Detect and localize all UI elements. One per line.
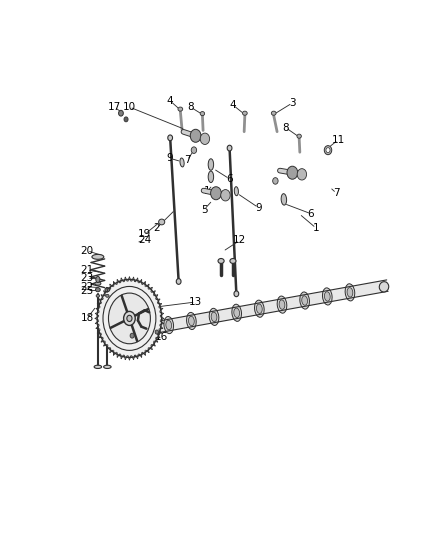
Circle shape (273, 177, 278, 184)
Ellipse shape (164, 317, 173, 334)
Ellipse shape (345, 284, 355, 301)
Text: 5: 5 (201, 205, 208, 215)
Text: 12: 12 (233, 236, 247, 245)
Ellipse shape (208, 171, 214, 183)
Circle shape (155, 330, 159, 334)
Circle shape (124, 311, 135, 326)
Ellipse shape (271, 111, 276, 115)
Text: 11: 11 (332, 135, 345, 145)
Circle shape (127, 316, 132, 321)
Ellipse shape (230, 259, 236, 263)
Circle shape (227, 145, 232, 151)
Circle shape (200, 133, 210, 144)
Ellipse shape (234, 308, 240, 318)
Text: 3: 3 (289, 98, 296, 108)
Text: 17: 17 (107, 102, 121, 112)
Ellipse shape (96, 276, 100, 282)
Text: 6: 6 (226, 174, 233, 184)
Ellipse shape (104, 365, 111, 368)
Ellipse shape (277, 296, 287, 313)
Ellipse shape (281, 193, 286, 205)
Ellipse shape (106, 294, 109, 297)
Text: 9: 9 (167, 154, 173, 163)
Ellipse shape (243, 111, 247, 115)
Text: 9: 9 (255, 203, 262, 213)
Text: 4: 4 (167, 96, 173, 106)
Ellipse shape (302, 296, 307, 305)
Circle shape (168, 135, 173, 141)
Ellipse shape (218, 259, 224, 263)
Circle shape (130, 333, 134, 338)
Text: 7: 7 (333, 188, 340, 198)
Circle shape (97, 279, 162, 358)
Ellipse shape (200, 111, 205, 116)
Ellipse shape (188, 316, 194, 326)
Ellipse shape (325, 292, 330, 301)
Text: 21: 21 (80, 265, 94, 275)
Text: 25: 25 (80, 286, 94, 295)
Ellipse shape (347, 288, 353, 297)
Polygon shape (125, 280, 388, 338)
Text: 22: 22 (80, 282, 94, 292)
Circle shape (326, 148, 330, 152)
Circle shape (190, 130, 201, 142)
Ellipse shape (279, 300, 285, 309)
Ellipse shape (95, 288, 100, 292)
Text: 14: 14 (107, 301, 121, 311)
Text: 19: 19 (138, 229, 152, 239)
Ellipse shape (300, 292, 310, 309)
Text: 10: 10 (123, 102, 136, 112)
Text: 8: 8 (187, 102, 194, 112)
Circle shape (124, 117, 128, 122)
Circle shape (324, 146, 332, 155)
Text: 23: 23 (80, 273, 94, 283)
Text: 24: 24 (138, 236, 152, 245)
Ellipse shape (105, 288, 110, 292)
Circle shape (119, 110, 124, 116)
Ellipse shape (232, 304, 241, 321)
Ellipse shape (208, 159, 214, 170)
Circle shape (234, 291, 239, 297)
Text: 13: 13 (189, 297, 202, 307)
Ellipse shape (180, 158, 184, 167)
Ellipse shape (96, 294, 99, 297)
Ellipse shape (297, 134, 301, 138)
Ellipse shape (94, 365, 102, 368)
Ellipse shape (187, 312, 196, 329)
Ellipse shape (322, 288, 332, 305)
Ellipse shape (211, 312, 217, 321)
Ellipse shape (209, 308, 219, 326)
Text: 1: 1 (204, 186, 211, 196)
Circle shape (176, 279, 181, 284)
Text: 15: 15 (113, 328, 126, 338)
Text: 2: 2 (153, 223, 160, 233)
Circle shape (287, 166, 298, 179)
Circle shape (191, 147, 197, 154)
Ellipse shape (166, 320, 172, 330)
Circle shape (109, 293, 150, 344)
Ellipse shape (379, 281, 389, 292)
Text: 20: 20 (81, 246, 94, 256)
Circle shape (211, 187, 221, 200)
Text: 16: 16 (155, 332, 168, 342)
Circle shape (297, 168, 307, 180)
Ellipse shape (234, 187, 238, 196)
Text: 18: 18 (80, 313, 94, 324)
Ellipse shape (92, 254, 104, 260)
Text: 7: 7 (184, 156, 191, 165)
Circle shape (221, 190, 230, 201)
Circle shape (103, 286, 156, 350)
Ellipse shape (257, 304, 262, 313)
Text: 4: 4 (230, 100, 236, 110)
Ellipse shape (254, 300, 264, 317)
Ellipse shape (178, 107, 183, 111)
Text: 8: 8 (282, 123, 289, 133)
Text: 1: 1 (313, 223, 319, 233)
Ellipse shape (95, 282, 101, 285)
Ellipse shape (159, 219, 165, 225)
Text: 6: 6 (308, 209, 314, 219)
Ellipse shape (131, 325, 141, 337)
